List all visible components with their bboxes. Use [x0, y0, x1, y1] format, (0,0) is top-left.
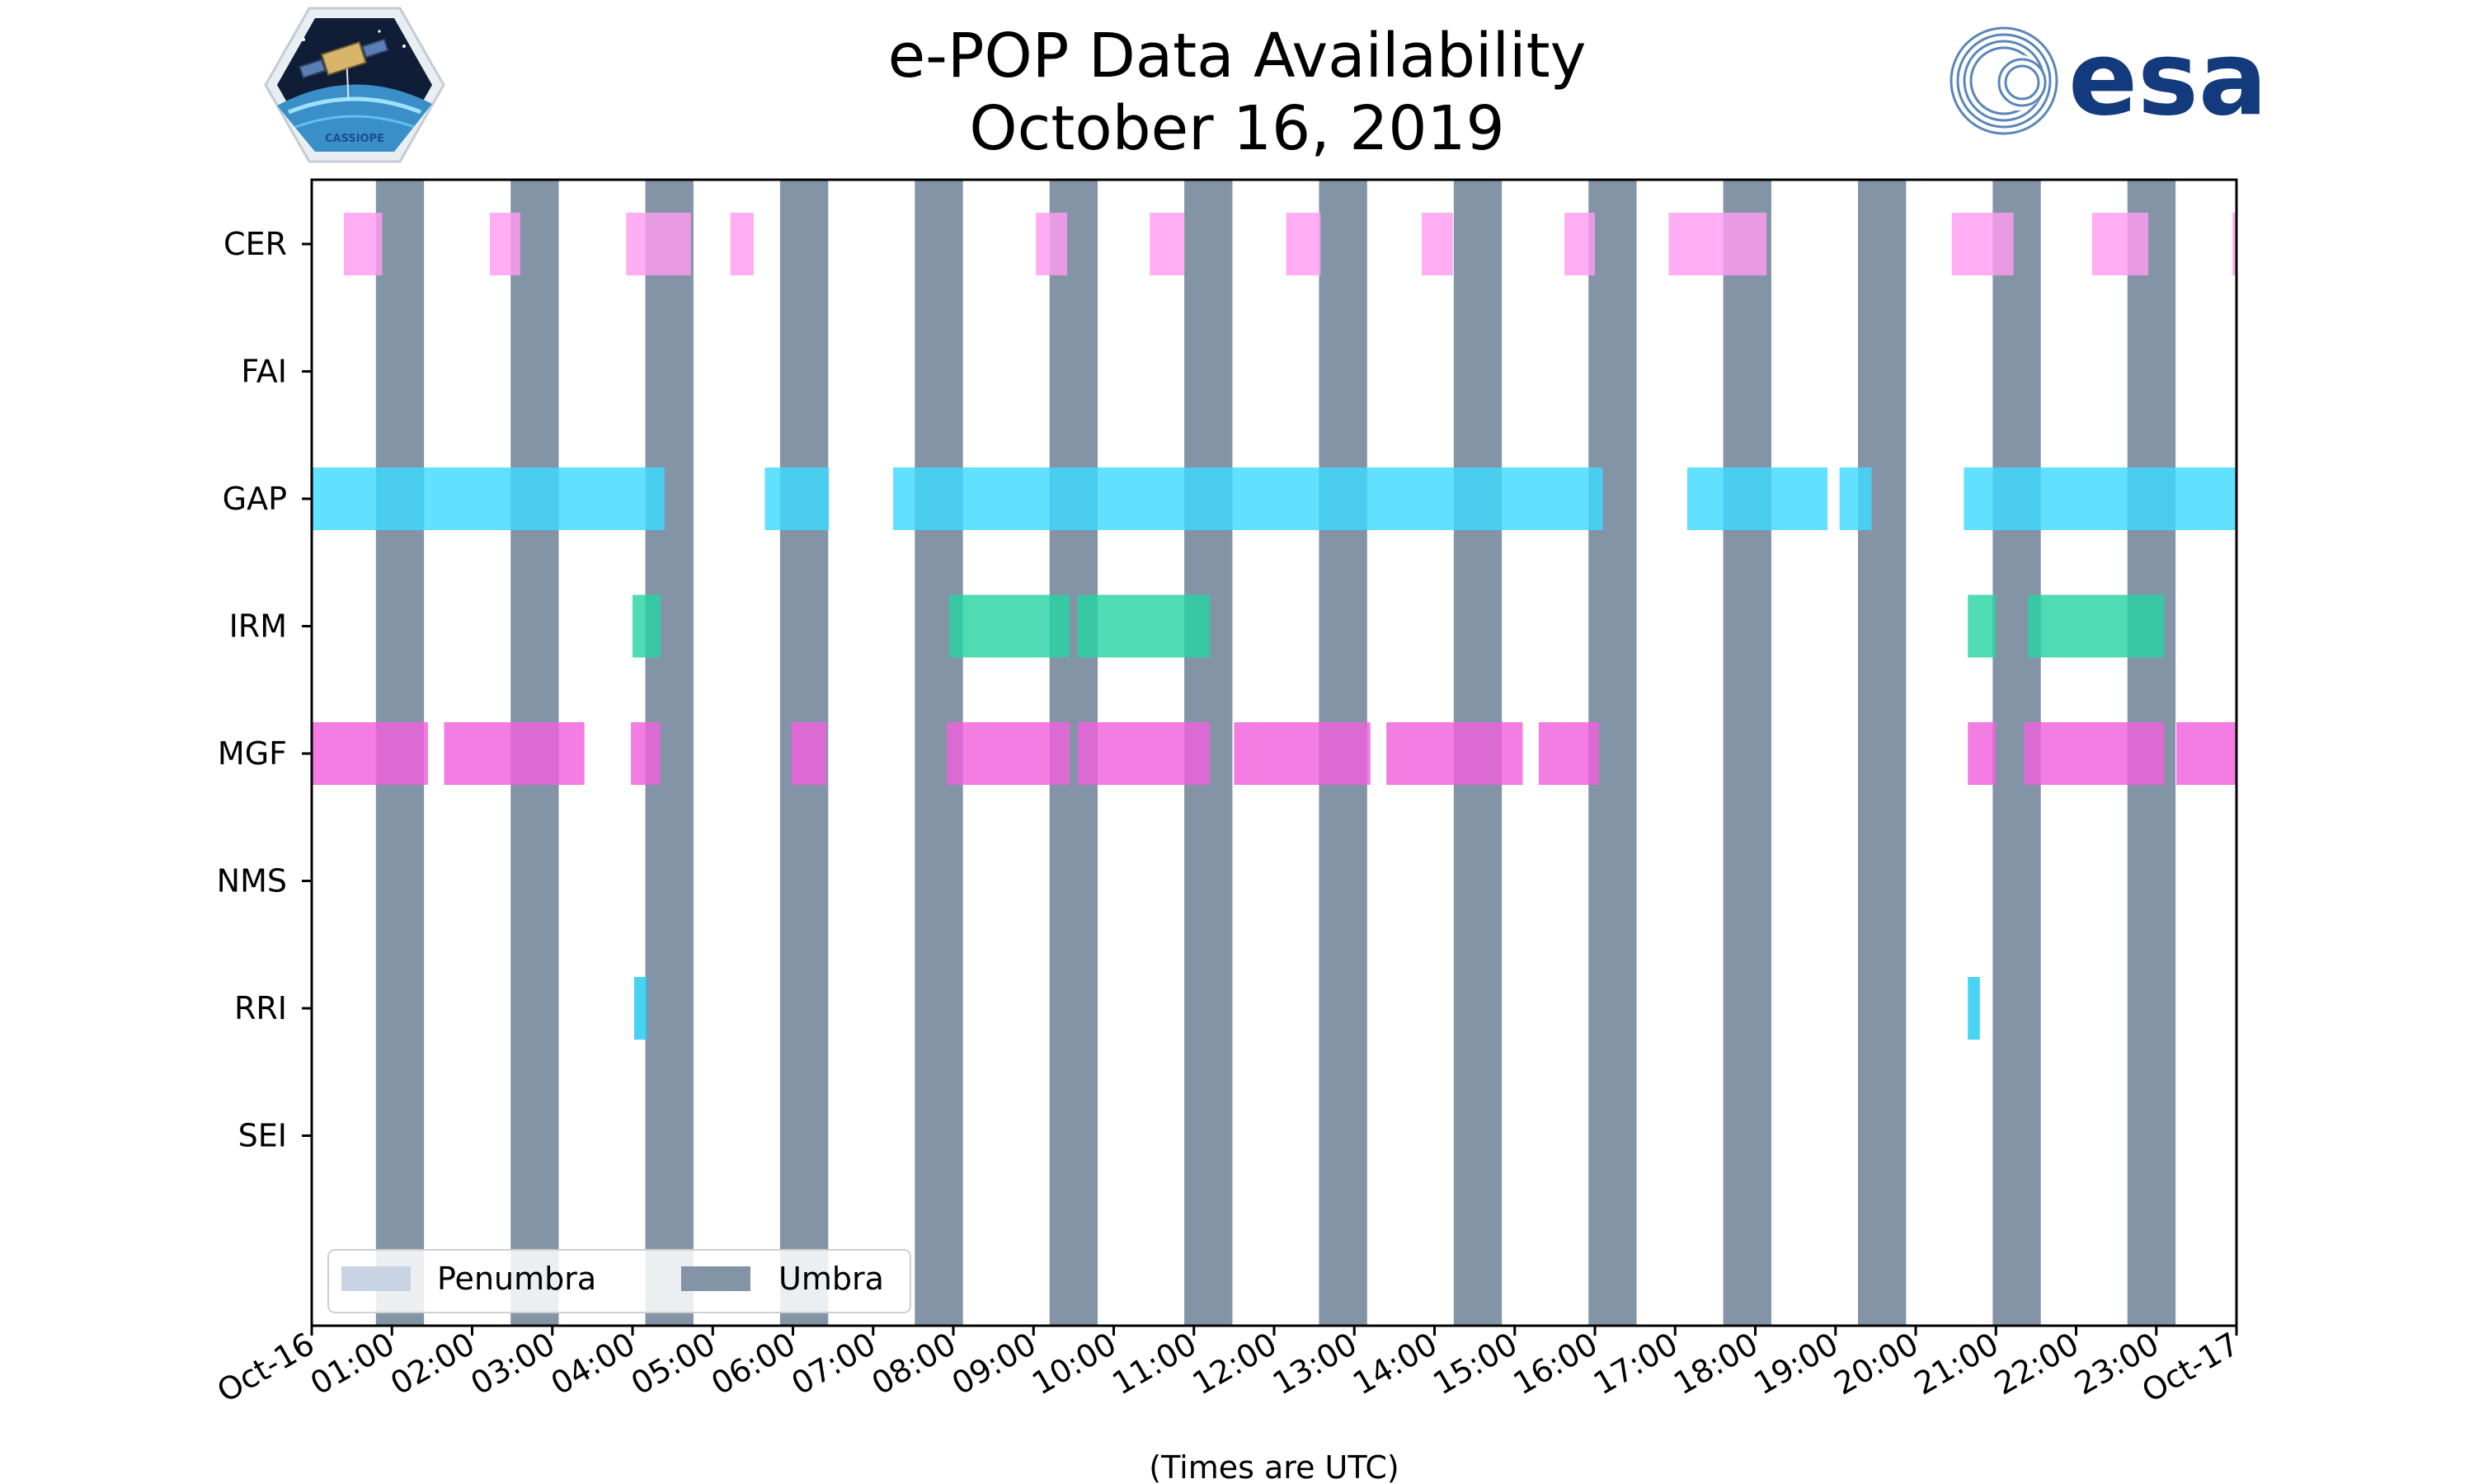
- x-tick-label: 21:00: [1908, 1326, 2005, 1402]
- chart-title-line-2: October 16, 2019: [969, 93, 1505, 164]
- legend-penumbra-swatch: [341, 1266, 411, 1291]
- x-axis-label: (Times are UTC): [1149, 1449, 1399, 1484]
- availability-bar-mgf: [1968, 722, 1997, 785]
- availability-bar-gap: [1839, 467, 1872, 530]
- x-tick-label: 15:00: [1427, 1326, 1523, 1402]
- x-tick-label: 19:00: [1747, 1326, 1844, 1402]
- availability-bar-cer: [1421, 213, 1453, 275]
- cassiope-logo-text: CASSIOPE: [325, 133, 384, 145]
- availability-bar-mgf: [1077, 722, 1211, 785]
- availability-bar-gap: [764, 467, 830, 530]
- y-tick-label-nms: NMS: [217, 863, 287, 899]
- availability-bar-mgf: [1386, 722, 1523, 785]
- y-tick-label-gap: GAP: [223, 481, 287, 517]
- availability-bar-irm: [2028, 594, 2165, 658]
- chart-title-line-1: e-POP Data Availability: [887, 21, 1587, 92]
- availability-bar-rri: [633, 977, 647, 1040]
- availability-bar-gap: [1686, 467, 1828, 530]
- x-tick-label: 20:00: [1828, 1326, 1925, 1402]
- availability-bar-irm: [949, 594, 1070, 658]
- availability-bar-cer: [343, 213, 383, 275]
- x-tick-label: 16:00: [1507, 1326, 1604, 1402]
- esa-logo: esa: [1946, 20, 2309, 139]
- availability-bar-mgf: [444, 722, 585, 785]
- availability-bar-cer: [1036, 213, 1068, 275]
- availability-bar-irm: [633, 594, 661, 658]
- availability-bar-mgf: [312, 722, 429, 785]
- availability-bar-mgf: [631, 722, 661, 785]
- availability-bar-cer: [1668, 213, 1767, 275]
- x-axis: Oct-1601:0002:0003:0004:0005:0006:0007:0…: [211, 1326, 2246, 1410]
- availability-bar-cer: [2232, 213, 2236, 275]
- availability-bars: [312, 213, 2236, 1040]
- legend: Penumbra Umbra: [327, 1249, 911, 1313]
- legend-box: [327, 1249, 911, 1313]
- availability-bar-cer: [1150, 213, 1185, 275]
- x-tick-label: 13:00: [1267, 1326, 1363, 1402]
- legend-umbra-swatch: [681, 1266, 750, 1291]
- availability-bar-gap: [312, 467, 665, 530]
- availability-bar-irm: [1968, 594, 1997, 658]
- availability-bar-cer: [1564, 213, 1595, 275]
- x-tick-label: 03:00: [464, 1326, 561, 1402]
- x-tick-label: 02:00: [384, 1326, 481, 1402]
- umbra-band: [1857, 180, 1907, 1326]
- availability-bar-gap: [893, 467, 1114, 530]
- availability-bar-cer: [730, 213, 754, 275]
- availability-bar-irm: [1077, 594, 1211, 658]
- y-tick-label-cer: CER: [223, 226, 287, 262]
- legend-umbra-label: Umbra: [778, 1261, 884, 1297]
- y-tick-label-fai: FAI: [241, 354, 287, 390]
- legend-penumbra-label: Penumbra: [437, 1261, 596, 1297]
- x-tick-label: 04:00: [545, 1326, 642, 1402]
- cassiope-mission-logo: CASSIOPE: [264, 7, 445, 163]
- availability-bar-cer: [1286, 213, 1321, 275]
- x-tick-label: 12:00: [1187, 1326, 1283, 1402]
- x-tick-label: 08:00: [866, 1326, 962, 1402]
- x-tick-label: 10:00: [1026, 1326, 1122, 1402]
- x-tick-label: 18:00: [1667, 1326, 1764, 1402]
- x-tick-label: 07:00: [785, 1326, 882, 1402]
- availability-bar-cer: [1951, 213, 2014, 275]
- availability-bar-mgf: [947, 722, 1070, 785]
- x-tick-label: 05:00: [625, 1326, 722, 1402]
- x-tick-label: 22:00: [1988, 1326, 2085, 1402]
- availability-bar-rri: [1968, 977, 1980, 1040]
- y-tick-label-rri: RRI: [234, 990, 287, 1026]
- x-tick-label: 01:00: [304, 1326, 401, 1402]
- availability-bar-mgf: [791, 722, 827, 785]
- availability-bar-gap: [1964, 467, 2236, 530]
- umbra-band: [1723, 180, 1771, 1326]
- chart-title: e-POP Data Availability October 16, 2019: [0, 20, 2474, 165]
- x-tick-label: 17:00: [1587, 1326, 1684, 1402]
- availability-bar-cer: [489, 213, 520, 275]
- y-tick-label-sei: SEI: [238, 1118, 287, 1154]
- esa-logo-text: esa: [2068, 23, 2268, 139]
- availability-bar-gap: [1113, 467, 1603, 530]
- x-tick-label: 14:00: [1347, 1326, 1443, 1402]
- availability-bar-mgf: [2024, 722, 2165, 785]
- availability-bar-mgf: [1538, 722, 1599, 785]
- y-axis: CER FAI GAP IRM MGF NMS RRI SEI: [217, 226, 312, 1154]
- y-tick-label-irm: IRM: [229, 608, 287, 645]
- availability-bar-cer: [626, 213, 691, 275]
- availability-bar-mgf: [2176, 722, 2236, 785]
- availability-bar-cer: [2091, 213, 2149, 275]
- x-tick-label: 06:00: [705, 1326, 802, 1402]
- availability-bar-mgf: [1234, 722, 1371, 785]
- y-tick-label-mgf: MGF: [218, 735, 287, 772]
- x-tick-label: 09:00: [946, 1326, 1042, 1402]
- x-tick-label: Oct-16: [211, 1326, 321, 1410]
- x-tick-label: 11:00: [1106, 1326, 1202, 1402]
